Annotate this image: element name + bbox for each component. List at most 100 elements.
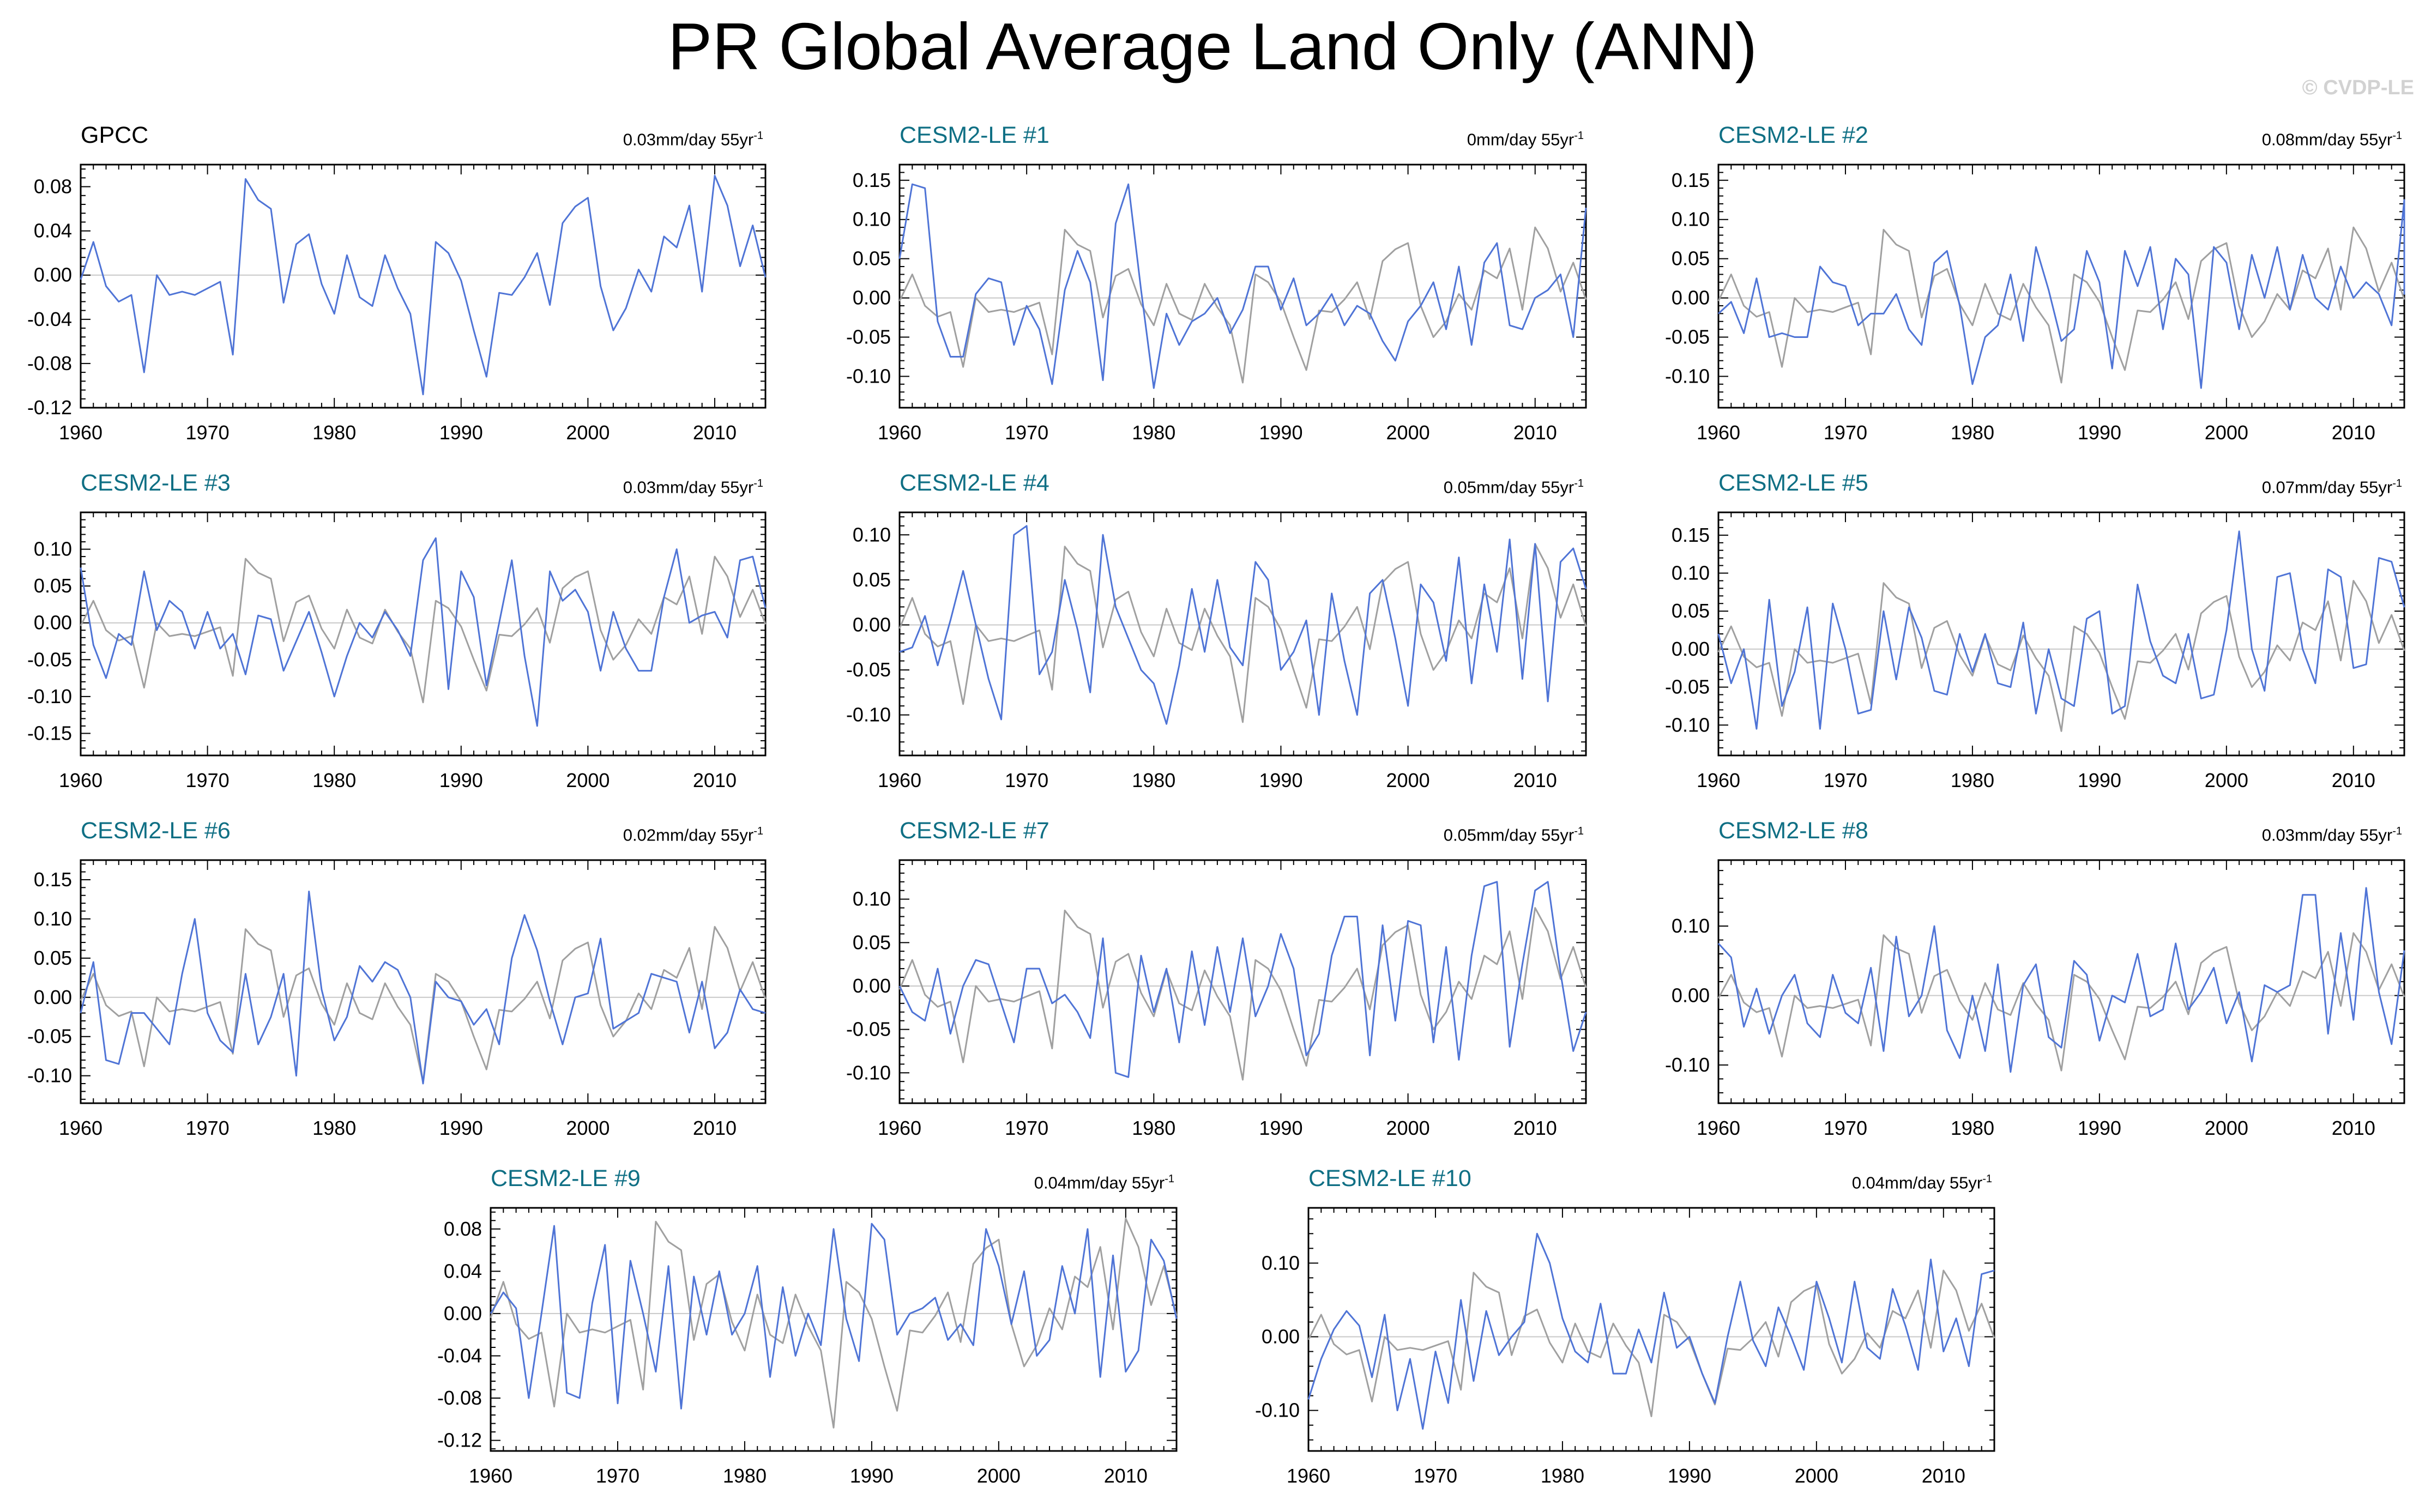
series-line-member	[80, 537, 767, 727]
y-tick-label: 0.00	[853, 287, 891, 309]
y-tick-label: -0.08	[437, 1387, 482, 1409]
y-tick-label: 0.00	[1672, 984, 1710, 1006]
series-line-member	[1717, 199, 2405, 389]
trend-exponent: -1	[2392, 825, 2402, 837]
series-line-obs	[1307, 1269, 1995, 1417]
x-tick-label: 2010	[1922, 1465, 1965, 1487]
y-tick-label: 0.15	[1672, 524, 1710, 546]
panel-cesm2-le-9: CESM2-LE #9 0.04mm/day 55yr-1 1960 1970 1980…	[437, 1165, 1178, 1487]
x-tick-label: 1960	[469, 1465, 512, 1487]
x-tick-label: 2000	[2205, 1117, 2248, 1139]
x-tick-label: 2000	[1386, 421, 1430, 444]
panel-gpcc: GPCC 0.03mm/day 55yr-1 1960 1970 1980 1990 200…	[27, 122, 767, 444]
y-tick-label: 0.15	[1672, 169, 1710, 191]
trend-value: 0.02mm/day 55yr	[623, 825, 754, 845]
trend-exponent: -1	[1574, 477, 1584, 489]
y-tick-label: 0.00	[34, 986, 72, 1008]
plot-area: 1960 1970 1980 1990 2000 2010 -0.12 -0.08 -0.04 0…	[27, 164, 767, 444]
y-tick-label: -0.08	[27, 352, 72, 374]
x-tick-label: 1970	[596, 1465, 640, 1487]
plot-frame	[80, 859, 767, 1104]
x-tick-label: 1960	[1287, 1465, 1330, 1487]
x-tick-label: 1970	[186, 1117, 230, 1139]
y-tick-label: 0.10	[34, 908, 72, 930]
y-tick-label: 0.05	[34, 574, 72, 597]
x-tick-label: 1960	[878, 1117, 921, 1139]
y-tick-label: 0.00	[444, 1302, 482, 1324]
y-tick-label: -0.05	[27, 1025, 72, 1048]
x-tick-label: 1970	[1005, 1117, 1048, 1139]
x-tick-label: 1960	[1697, 1117, 1740, 1139]
series-line-obs	[898, 226, 1587, 384]
plot-area: 1960 1970 1980 1990 2000 2010 -0.10 -0.05 0.00 0.…	[27, 859, 767, 1139]
trend-label: 0mm/day 55yr-1	[1467, 130, 1584, 149]
y-tick-label: 0.04	[34, 220, 72, 242]
x-tick-label: 1970	[1824, 1117, 1867, 1139]
trend-exponent: -1	[1574, 130, 1584, 142]
x-tick-label: 2000	[2205, 421, 2248, 444]
x-tick-label: 1970	[186, 769, 230, 791]
plot-area: 1960 1970 1980 1990 2000 2010 -0.10 0.00 0.10	[1665, 859, 2405, 1139]
trend-label: 0.02mm/day 55yr-1	[623, 825, 763, 845]
x-tick-label: 1970	[1414, 1465, 1457, 1487]
x-tick-label: 1960	[1697, 421, 1740, 444]
y-tick-label: -0.12	[437, 1429, 482, 1451]
plot-area: 1960 1970 1980 1990 2000 2010 -0.10 -0.05 0.00 0.…	[846, 511, 1587, 791]
y-tick-label: 0.05	[34, 947, 72, 969]
trend-exponent: -1	[1574, 825, 1584, 837]
series-line-member	[898, 881, 1587, 1078]
y-tick-label: 0.00	[1262, 1326, 1300, 1348]
x-tick-label: 1970	[186, 421, 230, 444]
plot-frame	[80, 164, 767, 409]
plot-area: 1960 1970 1980 1990 2000 2010 -0.10 0.00 0.10	[1255, 1207, 1995, 1487]
x-tick-label: 2000	[2205, 769, 2248, 791]
watermark: © CVDP-LE	[2302, 76, 2414, 99]
x-tick-label: 1980	[1951, 1117, 1994, 1139]
panel-cesm2-le-2: CESM2-LE #2 0.08mm/day 55yr-1 1960 1970 1980…	[1665, 122, 2405, 444]
x-tick-label: 2010	[1513, 769, 1557, 791]
x-tick-label: 1960	[878, 769, 921, 791]
x-tick-label: 1970	[1005, 421, 1048, 444]
series-line-obs	[80, 555, 767, 704]
panel-title: CESM2-LE #6	[81, 818, 231, 844]
panel-cesm2-le-10: CESM2-LE #10 0.04mm/day 55yr-1 1960 1970 198…	[1255, 1165, 1995, 1487]
x-tick-label: 1980	[1132, 421, 1175, 444]
y-tick-label: 0.00	[1672, 638, 1710, 660]
trend-value: 0.05mm/day 55yr	[1443, 825, 1575, 845]
panel-cesm2-le-3: CESM2-LE #3 0.03mm/day 55yr-1 1960 1970 1980…	[27, 470, 767, 791]
x-tick-label: 2010	[693, 421, 737, 444]
x-tick-label: 1980	[1951, 769, 1994, 791]
y-tick-label: 0.10	[34, 538, 72, 560]
panel-title: CESM2-LE #9	[491, 1165, 641, 1192]
series-line-member	[899, 525, 1587, 725]
x-tick-label: 2010	[2332, 769, 2375, 791]
trend-value: 0.03mm/day 55yr	[2261, 825, 2393, 845]
x-tick-label: 1990	[1668, 1465, 1711, 1487]
series-line-member	[1717, 887, 2405, 1073]
y-tick-label: -0.05	[27, 648, 72, 670]
x-tick-label: 1990	[439, 1117, 483, 1139]
panel-title: CESM2-LE #2	[1718, 122, 1868, 148]
y-tick-label: -0.05	[846, 658, 891, 681]
x-tick-label: 2010	[693, 1117, 737, 1139]
y-tick-label: -0.05	[846, 326, 891, 348]
plot-area: 1960 1970 1980 1990 2000 2010 -0.10 -0.05 0.00 0.…	[1665, 164, 2405, 444]
x-tick-label: 1970	[1824, 769, 1867, 791]
panel-title: CESM2-LE #4	[900, 470, 1049, 496]
trend-label: 0.07mm/day 55yr-1	[2262, 477, 2402, 497]
trend-label: 0.05mm/day 55yr-1	[1444, 477, 1584, 497]
plot-frame	[1717, 164, 2405, 409]
x-tick-label: 1960	[1697, 769, 1740, 791]
panel-cesm2-le-8: CESM2-LE #8 0.03mm/day 55yr-1 1960 1970 1980…	[1665, 818, 2405, 1139]
x-tick-label: 1980	[1951, 421, 1994, 444]
x-tick-label: 1960	[59, 769, 102, 791]
y-tick-label: 0.15	[853, 169, 891, 191]
y-tick-label: 0.04	[444, 1260, 482, 1282]
y-tick-label: -0.10	[846, 365, 891, 387]
x-tick-label: 1980	[312, 1117, 356, 1139]
series-line-obs	[898, 543, 1587, 723]
trend-exponent: -1	[1982, 1173, 1992, 1185]
x-tick-label: 2000	[1386, 769, 1430, 791]
page-title: PR Global Average Land Only (ANN)	[667, 9, 1758, 83]
panel-title: CESM2-LE #1	[900, 122, 1049, 148]
